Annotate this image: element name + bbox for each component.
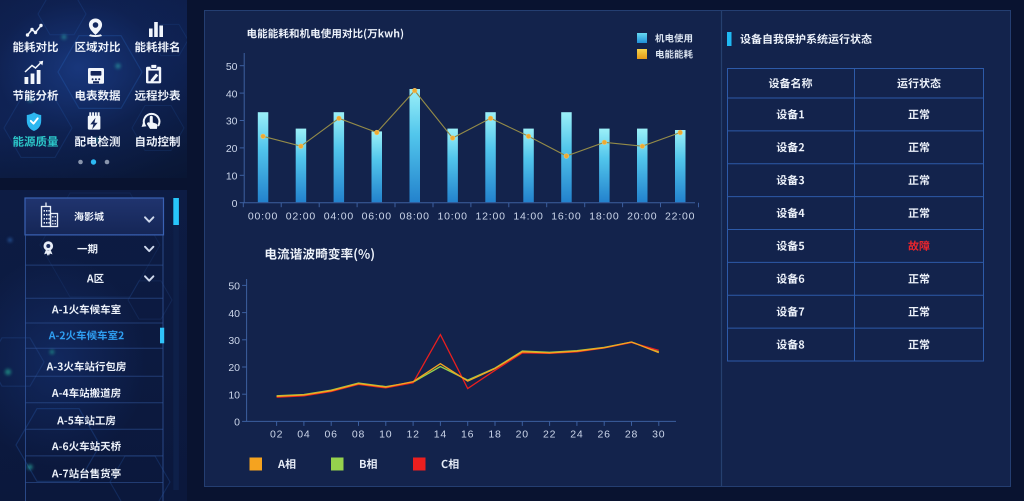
svg-text:30: 30: [228, 335, 240, 347]
svg-text:04: 04: [297, 428, 310, 440]
svg-text:50: 50: [226, 61, 238, 73]
svg-text:16:00: 16:00: [551, 211, 581, 223]
svg-text:40: 40: [228, 308, 240, 320]
svg-text:00:00: 00:00: [248, 211, 278, 223]
svg-text:02: 02: [270, 428, 283, 440]
svg-text:26: 26: [598, 428, 611, 440]
svg-text:30: 30: [652, 428, 665, 440]
svg-text:20: 20: [516, 428, 529, 440]
svg-text:02:00: 02:00: [286, 211, 316, 223]
svg-text:24: 24: [570, 428, 583, 440]
svg-text:06: 06: [325, 428, 338, 440]
svg-text:10: 10: [226, 171, 238, 183]
svg-text:18:00: 18:00: [589, 211, 619, 223]
svg-text:30: 30: [226, 116, 238, 128]
svg-text:08: 08: [352, 428, 365, 440]
svg-text:14:00: 14:00: [513, 211, 543, 223]
svg-text:12: 12: [406, 428, 419, 440]
svg-text:06:00: 06:00: [362, 211, 392, 223]
svg-text:22: 22: [543, 428, 556, 440]
svg-text:40: 40: [226, 88, 238, 100]
svg-text:10: 10: [228, 389, 240, 401]
svg-text:18: 18: [488, 428, 501, 440]
svg-text:10:00: 10:00: [437, 211, 467, 223]
svg-text:14: 14: [434, 428, 447, 440]
svg-text:08:00: 08:00: [400, 211, 430, 223]
svg-text:22:00: 22:00: [665, 211, 695, 223]
svg-text:0: 0: [232, 198, 238, 210]
svg-text:28: 28: [625, 428, 638, 440]
svg-text:20: 20: [228, 362, 240, 374]
svg-text:20:00: 20:00: [627, 211, 657, 223]
svg-text:0: 0: [234, 417, 240, 429]
svg-text:04:00: 04:00: [324, 211, 354, 223]
svg-text:16: 16: [461, 428, 474, 440]
svg-text:20: 20: [226, 143, 238, 155]
svg-text:10: 10: [379, 428, 392, 440]
svg-text:50: 50: [228, 281, 240, 293]
svg-text:12:00: 12:00: [475, 211, 505, 223]
